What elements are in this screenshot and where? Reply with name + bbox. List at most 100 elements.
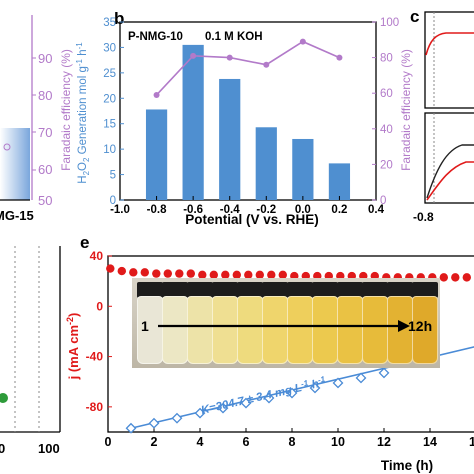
vial-cap bbox=[362, 282, 388, 298]
x-tick-label: -0.8 bbox=[147, 204, 167, 216]
vial-cap bbox=[387, 282, 413, 298]
x-tick-label: -0.4 bbox=[220, 204, 240, 216]
panel-b-y-label-part-4: h bbox=[77, 49, 89, 59]
current-point bbox=[462, 273, 471, 282]
panel-c-red-curve-bottom bbox=[426, 161, 474, 201]
current-point bbox=[209, 270, 218, 280]
panel-a-right-ticks: 90 80 70 60 50 bbox=[32, 51, 52, 208]
panel-c-black-curve bbox=[426, 144, 474, 199]
h2o2-point bbox=[194, 407, 206, 419]
right-tick-label: 40 bbox=[380, 124, 393, 136]
h2o2-point bbox=[240, 397, 252, 409]
panel-b: b P-NMG-10 0.1 M KOH -1.0 -0.8 -0.6 -0.4 -0.… bbox=[75, 9, 413, 227]
panel-b-y-label-part-3: Generation mol g bbox=[77, 66, 89, 157]
panel-c-bottom-frame bbox=[424, 112, 474, 204]
bar--0.4 bbox=[219, 78, 241, 200]
vial-cap bbox=[212, 282, 238, 298]
current-point bbox=[106, 264, 115, 273]
panel-b-y-label-part-1: H bbox=[77, 175, 89, 183]
panel-e-x-ticks: 0 2 4 6 8 10 12 14 16 bbox=[105, 428, 474, 449]
panel-a-right-tick-70: 70 bbox=[38, 125, 52, 140]
current-point bbox=[186, 269, 195, 278]
bar-0.0 bbox=[292, 138, 314, 200]
left-tick-label: 30 bbox=[103, 42, 116, 54]
fe-line bbox=[155, 40, 340, 96]
current-point bbox=[140, 268, 149, 277]
current-point bbox=[175, 269, 184, 278]
vial bbox=[262, 296, 288, 364]
x-tick-label: 0.0 bbox=[295, 204, 311, 216]
current-point bbox=[278, 270, 287, 280]
panel-b-letter: b bbox=[114, 9, 124, 28]
current-point bbox=[163, 269, 172, 278]
h2o2-point bbox=[125, 422, 137, 434]
panel-b-fe-series bbox=[153, 38, 343, 98]
vial-cap bbox=[237, 282, 263, 298]
x-tick-label: 8 bbox=[289, 435, 296, 449]
x-tick-label: 0.4 bbox=[368, 204, 385, 216]
panel-e-fit-label: K=304.7 ± 3.4 mg L-1 h-1 bbox=[200, 374, 328, 416]
bar--0.6 bbox=[182, 44, 204, 201]
panel-b-plot-frame bbox=[119, 21, 377, 201]
x-tick-label: 2 bbox=[151, 435, 158, 449]
panel-d-x-tick-0: 0 bbox=[0, 441, 5, 456]
panel-b-y-label-sub-1: 2 bbox=[82, 170, 91, 175]
vial bbox=[137, 296, 163, 364]
panel-b-x-ticks: -1.0 -0.8 -0.6 -0.4 -0.2 0.0 0.2 0.4 bbox=[110, 196, 385, 216]
current-point bbox=[198, 270, 207, 280]
x-tick-label: 6 bbox=[243, 435, 250, 449]
vial bbox=[412, 296, 438, 364]
x-tick-label: 0.2 bbox=[331, 204, 347, 216]
panel-b-y-label-sub-2: 2 bbox=[82, 157, 91, 162]
panel-e-x-axis-label: Time (h) bbox=[381, 458, 433, 473]
vial-cap bbox=[162, 282, 188, 298]
panel-b-x-axis-label: Potential (V vs. RHE) bbox=[185, 212, 319, 227]
left-tick-label: 20 bbox=[103, 93, 116, 105]
left-tick-label: 35 bbox=[103, 17, 116, 29]
panel-b-y-label-sup-2: -1 bbox=[75, 42, 84, 50]
vial-cap bbox=[287, 282, 313, 298]
panel-e-y-label-sup: -2 bbox=[65, 317, 75, 325]
right-tick-label: 60 bbox=[380, 88, 393, 100]
panel-e-fit-label-sup2: -1 bbox=[317, 374, 326, 384]
h2o2-point bbox=[148, 417, 160, 429]
x-tick-label: 4 bbox=[197, 435, 204, 449]
panel-a-right-tick-80: 80 bbox=[38, 88, 52, 103]
x-tick-label: -0.6 bbox=[183, 204, 203, 216]
current-point bbox=[255, 270, 264, 280]
vial-cap bbox=[337, 282, 363, 298]
panel-e-y-ticks: -80 -40 0 40 bbox=[86, 249, 112, 414]
left-tick-label: 25 bbox=[103, 68, 116, 80]
vial-start-label: 1 bbox=[141, 318, 149, 334]
h2o2-point bbox=[309, 382, 321, 394]
panel-b-annotation-electrolyte: 0.1 M KOH bbox=[205, 31, 263, 43]
panel-e-y-axis-label: j (mA cm-2) bbox=[65, 313, 81, 381]
y-tick-label: 40 bbox=[90, 249, 104, 263]
panel-a-right-tick-60: 60 bbox=[38, 162, 52, 177]
panel-a-category-label: MG-15 bbox=[0, 208, 34, 223]
h2o2-point bbox=[332, 377, 344, 389]
fe-point--0.2 bbox=[263, 61, 270, 68]
panel-b-right-axis-label: Faradaic efficiency (%) bbox=[399, 49, 413, 171]
x-tick-label: 14 bbox=[423, 435, 437, 449]
current-point bbox=[232, 270, 241, 280]
y-tick-label: -80 bbox=[86, 400, 104, 414]
panel-a: 90 80 70 60 50 Faradaic efficiency (%) M… bbox=[0, 15, 73, 223]
h2o2-point bbox=[217, 402, 229, 414]
panel-d-x-tick-100: 100 bbox=[38, 441, 60, 456]
panel-e-y-label-main: j (mA cm bbox=[66, 325, 81, 380]
y-tick-label: -40 bbox=[86, 350, 104, 364]
current-point bbox=[117, 266, 127, 276]
h2o2-point bbox=[378, 367, 390, 379]
fe-point-0.2 bbox=[336, 54, 343, 61]
vial bbox=[312, 296, 338, 364]
panel-c-red-curve-top bbox=[425, 32, 474, 56]
h2o2-point bbox=[355, 372, 367, 384]
panel-e-letter: e bbox=[80, 233, 89, 252]
x-tick-label: 10 bbox=[331, 435, 345, 449]
left-tick-label: 10 bbox=[103, 144, 116, 156]
vial-end-label: 12h bbox=[408, 318, 433, 334]
right-tick-label: 100 bbox=[380, 17, 399, 29]
vial-cap bbox=[262, 282, 288, 298]
left-tick-label: 0 bbox=[110, 195, 116, 207]
